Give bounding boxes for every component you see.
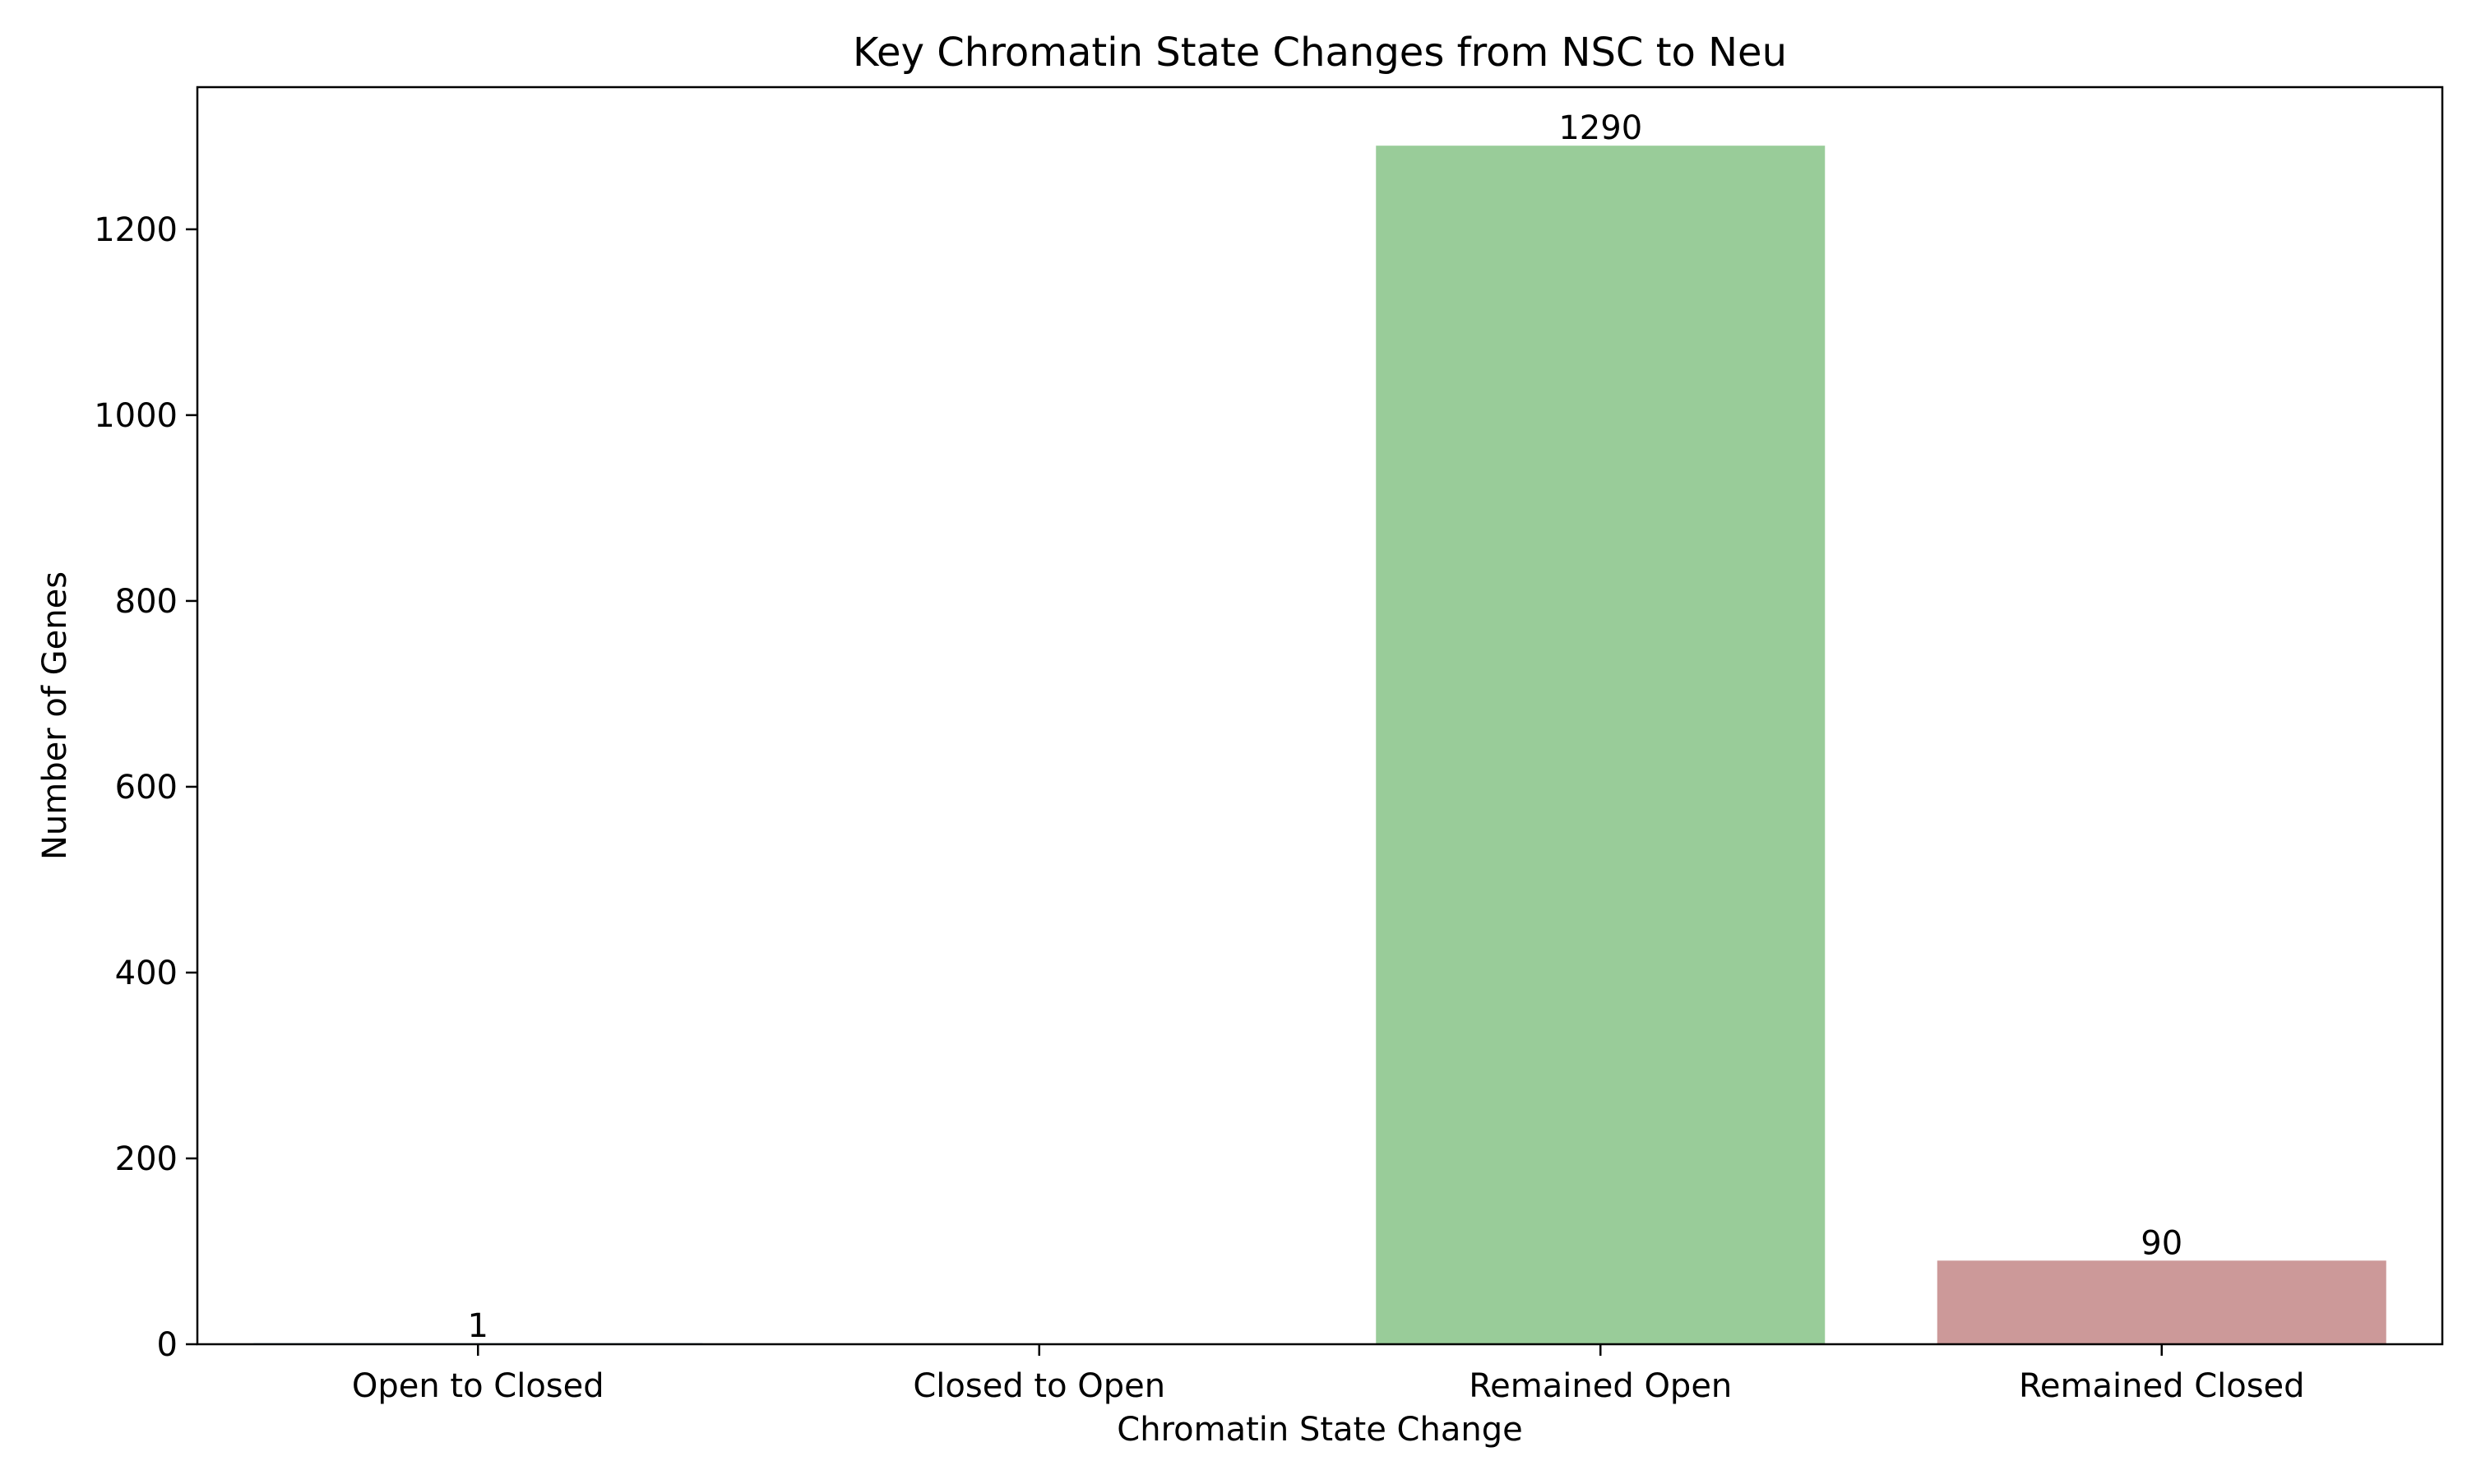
bars-layer — [253, 146, 2386, 1345]
y-tick-label: 1200 — [94, 211, 178, 249]
data-label: 90 — [2141, 1224, 2182, 1262]
chart-title: Key Chromatin State Changes from NSC to … — [853, 30, 1787, 76]
x-tick-label: Open to Closed — [352, 1367, 604, 1405]
y-axis-label: Number of Genes — [36, 571, 74, 860]
y-axis: 0 200 400 600 800 1000 1200 — [94, 211, 197, 1364]
data-labels-layer: 1 1290 90 — [468, 109, 2183, 1345]
data-label: 1290 — [1558, 109, 1642, 147]
y-tick-label: 800 — [115, 583, 178, 621]
y-tick-label: 600 — [115, 769, 178, 807]
data-label: 1 — [468, 1307, 488, 1345]
y-tick-label: 400 — [115, 955, 178, 992]
y-tick-label: 1000 — [94, 397, 178, 435]
x-axis-label: Chromatin State Change — [1117, 1411, 1522, 1449]
plot-frame — [196, 86, 2444, 1346]
x-tick-label: Remained Open — [1469, 1367, 1732, 1405]
x-axis: Open to Closed Closed to Open Remained Ope… — [352, 1344, 2305, 1405]
y-tick-label: 200 — [115, 1140, 178, 1178]
y-tick-label: 0 — [157, 1326, 178, 1364]
bar-remained-open — [1376, 146, 1826, 1345]
x-tick-label: Closed to Open — [913, 1367, 1165, 1405]
x-tick-label: Remained Closed — [2019, 1367, 2305, 1405]
bar-remained-closed — [1937, 1260, 2386, 1344]
